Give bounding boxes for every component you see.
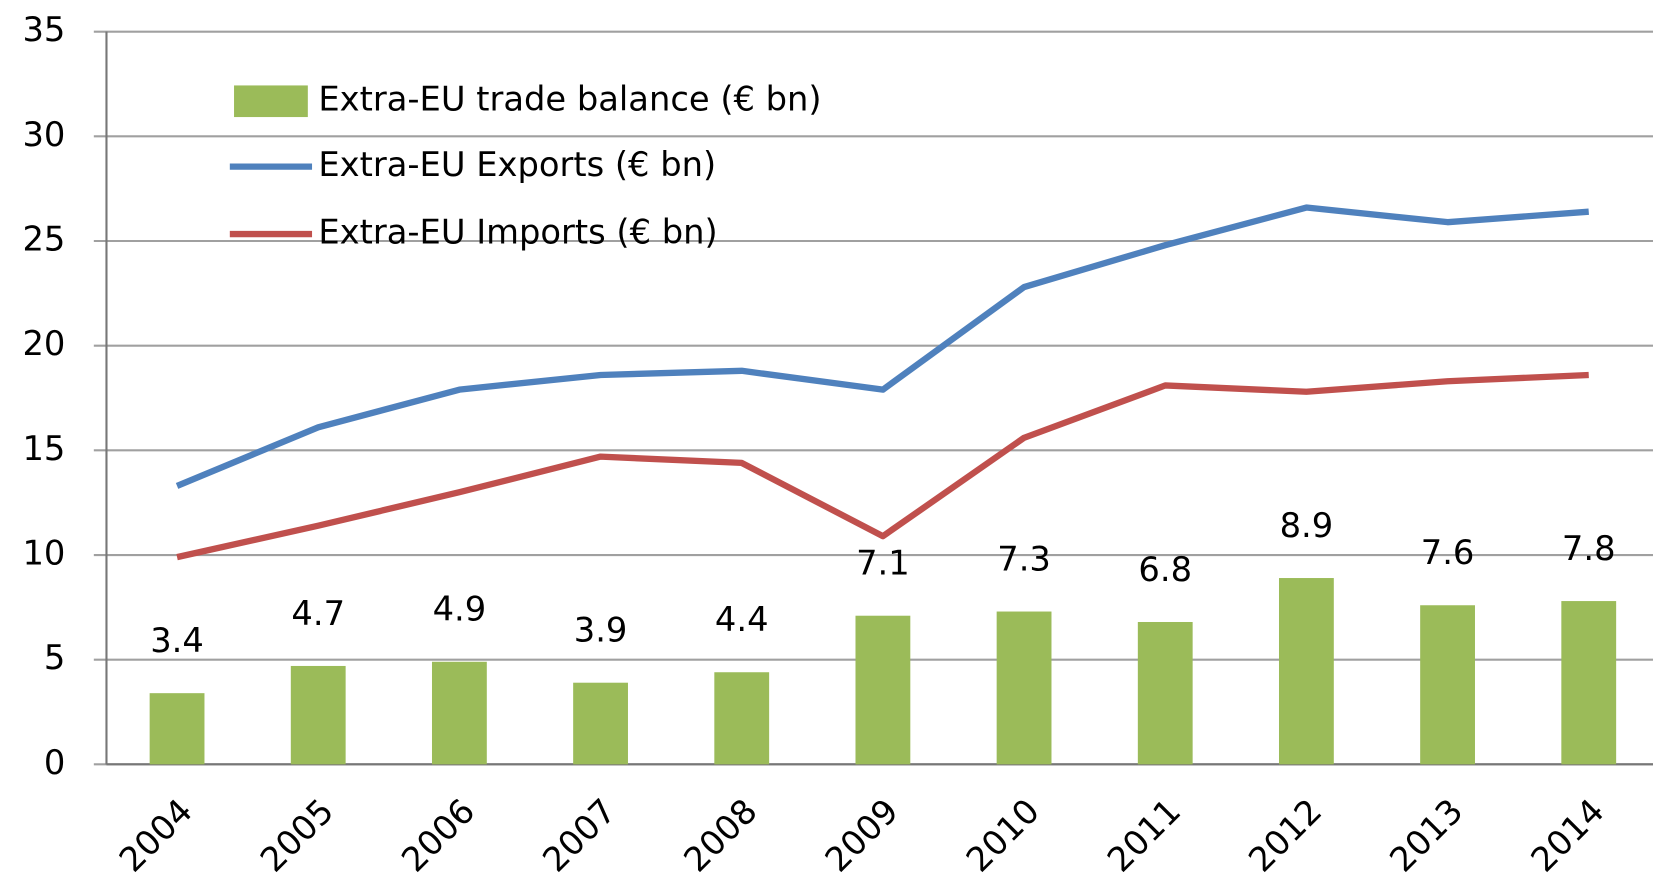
legend-label: Extra-EU trade balance (€ bn)	[318, 80, 821, 119]
x-tick-label: 2007	[535, 791, 623, 879]
x-tick-label: 2013	[1382, 791, 1470, 879]
legend-label: Extra-EU Imports (€ bn)	[318, 213, 717, 252]
x-tick-label: 2008	[676, 791, 764, 879]
data-label: 8.9	[1280, 506, 1334, 545]
x-tick-label: 2009	[818, 791, 906, 879]
bar	[1420, 605, 1475, 765]
data-label: 7.1	[856, 544, 910, 583]
y-tick-label: 0	[44, 743, 65, 782]
y-tick-label: 35	[22, 10, 65, 49]
x-tick-label: 2004	[112, 791, 200, 879]
x-tick-label: 2006	[394, 791, 482, 879]
data-label: 4.9	[433, 590, 487, 629]
line	[175, 204, 1589, 489]
bar	[1278, 578, 1334, 765]
data-label: 4.4	[715, 600, 769, 639]
x-tick-label: 2011	[1100, 791, 1188, 879]
bar	[855, 615, 911, 765]
x-tick-label: 2014	[1523, 791, 1611, 879]
y-tick-label: 10	[22, 534, 65, 573]
data-label: 3.9	[574, 611, 628, 650]
data-label: 6.8	[1138, 550, 1192, 589]
legend-label: Extra-EU Exports (€ bn)	[318, 145, 716, 184]
y-tick-label: 5	[44, 638, 65, 677]
bar	[1137, 621, 1193, 765]
bar	[1561, 601, 1617, 765]
data-label: 7.6	[1421, 533, 1475, 572]
x-tick-label: 2010	[959, 791, 1047, 879]
bar	[149, 693, 205, 765]
data-label: 7.8	[1562, 529, 1616, 568]
bar	[431, 661, 487, 765]
bar	[996, 611, 1052, 765]
bar	[290, 665, 346, 765]
data-label: 3.4	[150, 621, 204, 660]
data-label: 4.7	[291, 594, 345, 633]
y-tick-label: 25	[22, 220, 65, 259]
bar	[714, 672, 770, 765]
x-tick-label: 2005	[253, 791, 341, 879]
bar	[573, 682, 628, 765]
line	[176, 371, 1589, 561]
legend-swatch	[234, 85, 308, 118]
y-tick-label: 15	[22, 429, 65, 468]
data-label: 7.3	[997, 539, 1051, 578]
x-tick-label: 2012	[1241, 791, 1329, 879]
y-tick-label: 30	[22, 115, 65, 154]
y-tick-label: 20	[22, 324, 65, 363]
